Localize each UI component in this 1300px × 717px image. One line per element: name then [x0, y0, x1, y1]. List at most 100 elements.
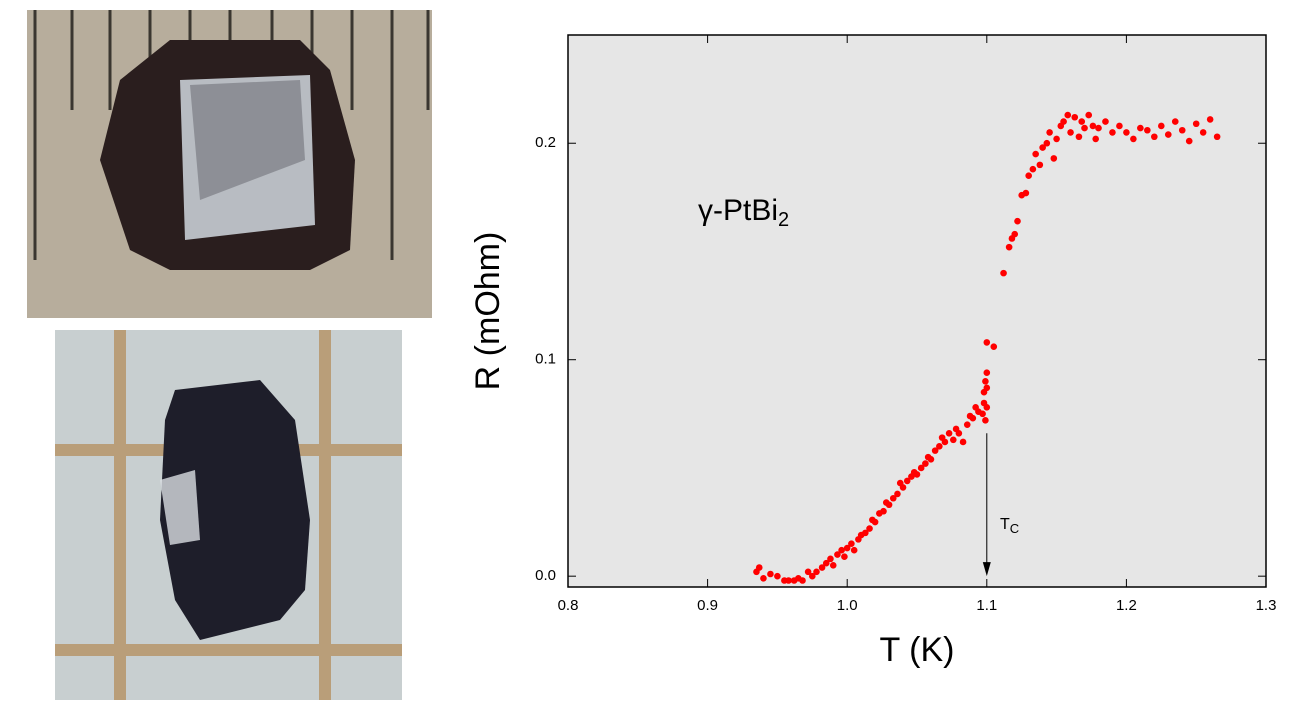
data-point	[1067, 129, 1074, 136]
data-point	[1005, 243, 1013, 251]
data-point	[822, 559, 830, 567]
data-point	[990, 343, 998, 351]
data-point	[913, 471, 921, 478]
data-point	[945, 430, 953, 437]
data-point	[799, 577, 806, 584]
data-point	[774, 572, 781, 580]
data-point	[843, 544, 851, 552]
data-point	[982, 417, 989, 424]
data-point	[1043, 139, 1051, 147]
annotation-text: T	[1000, 516, 1010, 533]
data-point	[841, 553, 848, 560]
data-point	[850, 546, 858, 554]
data-point	[1036, 161, 1044, 169]
data-point	[885, 501, 893, 509]
data-point	[983, 404, 991, 411]
data-point	[1039, 144, 1046, 151]
data-point	[1046, 129, 1053, 136]
annotation: γ-PtBi2	[698, 194, 789, 231]
data-point	[1095, 124, 1102, 132]
data-point	[1192, 120, 1200, 128]
data-point	[834, 551, 841, 558]
data-point	[899, 484, 907, 491]
data-point	[1064, 111, 1072, 119]
data-point	[955, 430, 963, 437]
x-axis-label: T (K)	[880, 631, 955, 669]
annotation: TC	[1000, 516, 1019, 536]
annotation-subscript: 2	[778, 209, 789, 231]
data-point	[760, 575, 767, 582]
data-point	[767, 570, 774, 578]
x-tick-label: 1.2	[1116, 597, 1137, 614]
data-point	[927, 455, 935, 463]
data-point	[804, 568, 812, 576]
data-point	[838, 546, 845, 554]
data-point	[1213, 133, 1221, 141]
annotation-text: γ-PtBi	[698, 194, 778, 227]
data-point	[922, 460, 929, 467]
x-tick-label: 1.0	[837, 597, 858, 614]
crystal-photo	[27, 10, 432, 318]
data-point	[871, 518, 879, 526]
data-point	[1158, 122, 1165, 130]
data-point	[1109, 129, 1116, 136]
data-point	[1123, 129, 1130, 136]
chart: 0.8 0.9 1.0 1.1 1.2 1.3 0.0 0.1 0.2 T (K) R (mOhm)…	[469, 34, 1277, 669]
data-point	[982, 378, 989, 385]
data-point	[862, 529, 869, 537]
data-point	[1130, 135, 1137, 143]
data-point	[983, 339, 991, 346]
data-point	[818, 564, 826, 571]
data-point	[755, 564, 763, 571]
y-tick-label: 0.0	[535, 567, 556, 584]
data-point	[1092, 135, 1099, 143]
data-point	[959, 438, 967, 446]
data-point	[1081, 124, 1088, 132]
data-point	[1050, 155, 1058, 162]
data-point	[936, 442, 943, 450]
data-point	[813, 568, 820, 576]
data-point	[917, 464, 925, 472]
data-point	[809, 572, 816, 580]
data-point	[963, 421, 971, 428]
data-point	[1116, 122, 1123, 130]
data-point	[848, 540, 855, 548]
plot-area	[567, 34, 1267, 588]
data-point	[931, 447, 939, 454]
data-point	[827, 555, 834, 563]
data-point	[1029, 165, 1037, 173]
data-point	[1053, 135, 1060, 143]
data-point	[1137, 124, 1144, 132]
data-point	[979, 410, 986, 418]
data-point	[1025, 172, 1032, 180]
x-tick-label: 1.3	[1256, 597, 1277, 614]
x-tick-label: 0.8	[558, 597, 579, 614]
data-point	[949, 436, 957, 444]
annotation-subscript: C	[1010, 521, 1019, 536]
data-point	[1032, 150, 1039, 158]
x-tick-label: 0.9	[697, 597, 718, 614]
data-point	[1102, 118, 1109, 125]
data-point	[1185, 137, 1193, 145]
data-point	[829, 562, 837, 569]
flake-photo	[55, 330, 402, 700]
data-point	[880, 507, 887, 515]
data-point	[983, 369, 991, 376]
data-point	[1151, 133, 1158, 141]
data-point	[894, 490, 901, 498]
data-point	[1164, 131, 1172, 138]
x-tick-label: 1.1	[976, 597, 997, 614]
data-point	[866, 525, 873, 532]
data-point	[969, 414, 977, 422]
data-point	[1171, 118, 1179, 125]
y-tick-label: 0.1	[535, 351, 556, 368]
data-point	[1071, 113, 1079, 121]
data-point	[1144, 126, 1151, 134]
data-point	[1011, 230, 1019, 238]
data-point	[1178, 126, 1186, 134]
y-axis-label: R (mOhm)	[469, 232, 507, 391]
data-point	[1060, 118, 1067, 125]
data-point	[1078, 118, 1086, 125]
